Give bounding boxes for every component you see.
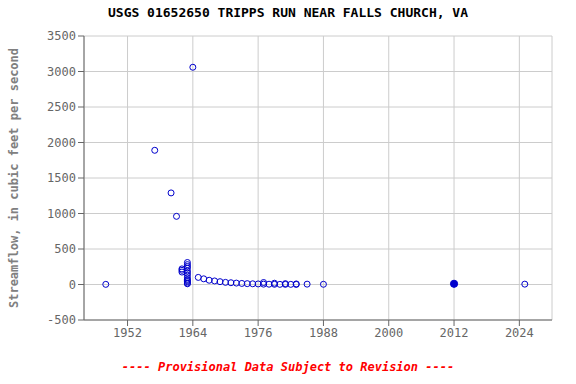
svg-text:2000: 2000 bbox=[47, 136, 76, 150]
svg-text:1500: 1500 bbox=[47, 171, 76, 185]
svg-text:1964: 1964 bbox=[178, 326, 207, 340]
svg-text:-500: -500 bbox=[47, 313, 76, 327]
svg-text:2012: 2012 bbox=[440, 326, 469, 340]
svg-text:3500: 3500 bbox=[47, 29, 76, 43]
svg-text:1000: 1000 bbox=[47, 207, 76, 221]
html-text:USGS 01652650 TRIPPS RUN NEAR: USGS 01652650 TRIPPS RUN NEAR FALLS CHUR… bbox=[108, 5, 468, 20]
svg-text:Streamflow, in cubic feet per: Streamflow, in cubic feet per second bbox=[8, 48, 21, 308]
svg-text:0: 0 bbox=[69, 278, 76, 292]
svg-text:1976: 1976 bbox=[244, 326, 273, 340]
svg-text:2024: 2024 bbox=[505, 326, 534, 340]
svg-text:1988: 1988 bbox=[309, 326, 338, 340]
html-text:---- Provisional Data Subject: ---- Provisional Data Subject to Revisio… bbox=[121, 360, 455, 374]
svg-text:500: 500 bbox=[54, 242, 76, 256]
svg-text:2500: 2500 bbox=[47, 100, 76, 114]
svg-text:1952: 1952 bbox=[113, 326, 142, 340]
svg-text:2000: 2000 bbox=[374, 326, 403, 340]
svg-text:3000: 3000 bbox=[47, 65, 76, 79]
